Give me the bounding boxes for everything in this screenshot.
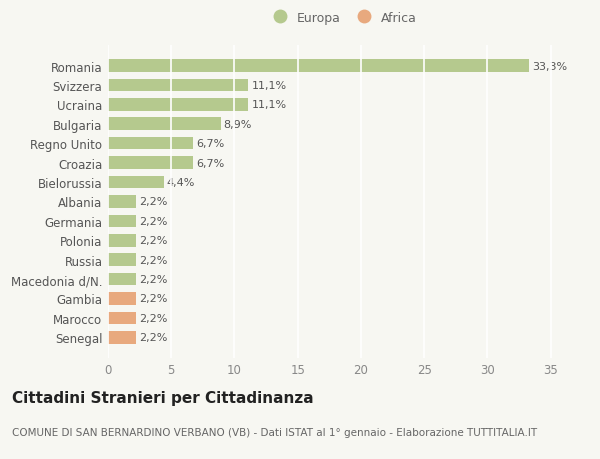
- Bar: [108, 157, 193, 169]
- Bar: [108, 292, 136, 305]
- Text: 2,2%: 2,2%: [139, 333, 167, 342]
- Bar: [108, 138, 193, 150]
- Bar: [108, 196, 136, 208]
- Text: Cittadini Stranieri per Cittadinanza: Cittadini Stranieri per Cittadinanza: [12, 390, 314, 405]
- Text: COMUNE DI SAN BERNARDINO VERBANO (VB) - Dati ISTAT al 1° gennaio - Elaborazione : COMUNE DI SAN BERNARDINO VERBANO (VB) - …: [12, 427, 537, 437]
- Bar: [108, 273, 136, 286]
- Text: 2,2%: 2,2%: [139, 255, 167, 265]
- Text: 2,2%: 2,2%: [139, 274, 167, 285]
- Bar: [108, 79, 248, 92]
- Bar: [108, 118, 221, 131]
- Text: 2,2%: 2,2%: [139, 216, 167, 226]
- Bar: [108, 254, 136, 266]
- Bar: [108, 235, 136, 247]
- Text: 8,9%: 8,9%: [224, 119, 252, 129]
- Legend: Europa, Africa: Europa, Africa: [267, 11, 417, 24]
- Bar: [108, 331, 136, 344]
- Bar: [108, 312, 136, 325]
- Text: 2,2%: 2,2%: [139, 294, 167, 304]
- Text: 4,4%: 4,4%: [167, 178, 195, 188]
- Text: 2,2%: 2,2%: [139, 313, 167, 323]
- Bar: [108, 176, 164, 189]
- Text: 2,2%: 2,2%: [139, 197, 167, 207]
- Text: 11,1%: 11,1%: [251, 81, 287, 91]
- Bar: [108, 99, 248, 112]
- Text: 6,7%: 6,7%: [196, 158, 224, 168]
- Bar: [108, 215, 136, 228]
- Text: 33,3%: 33,3%: [532, 62, 568, 71]
- Text: 6,7%: 6,7%: [196, 139, 224, 149]
- Bar: [108, 60, 529, 73]
- Text: 2,2%: 2,2%: [139, 236, 167, 246]
- Text: 11,1%: 11,1%: [251, 100, 287, 110]
